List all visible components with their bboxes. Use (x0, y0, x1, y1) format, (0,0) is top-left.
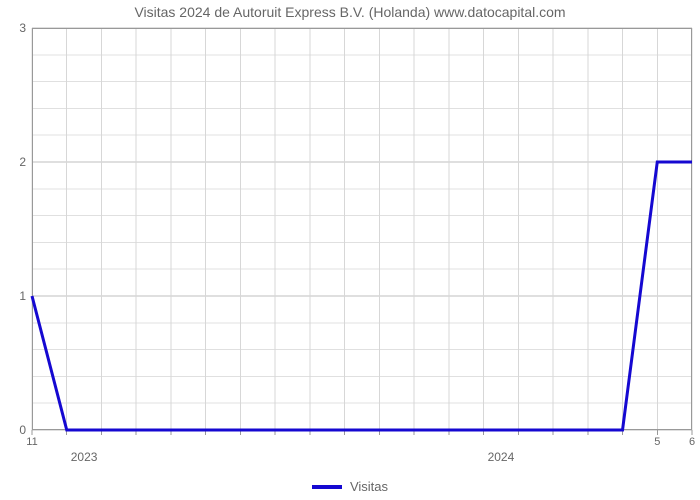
chart-container: Visitas 2024 de Autoruit Express B.V. (H… (0, 0, 700, 500)
legend: Visitas (0, 476, 700, 495)
x-tick-year-label: 2024 (488, 450, 515, 464)
x-tick-month-label: 6 (689, 436, 695, 448)
x-tick-month-label: 5 (654, 436, 660, 448)
plot-svg (32, 28, 692, 436)
x-tick-month-label: 11 (26, 436, 37, 448)
chart-title: Visitas 2024 de Autoruit Express B.V. (H… (0, 4, 700, 20)
legend-label: Visitas (350, 479, 388, 494)
y-tick-label: 2 (6, 155, 26, 169)
y-tick-label: 0 (6, 423, 26, 437)
y-tick-label: 1 (6, 289, 26, 303)
y-tick-label: 3 (6, 21, 26, 35)
x-tick-year-label: 2023 (71, 450, 98, 464)
legend-swatch (312, 485, 342, 489)
plot-area (32, 28, 692, 430)
